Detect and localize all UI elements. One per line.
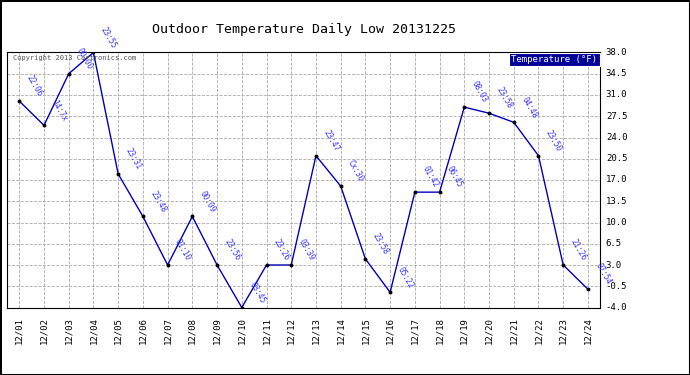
Text: 20.5: 20.5 bbox=[606, 154, 627, 163]
Text: 04:48: 04:48 bbox=[520, 95, 539, 120]
Text: Outdoor Temperature Daily Low 20131225: Outdoor Temperature Daily Low 20131225 bbox=[152, 22, 455, 36]
Text: 23:31: 23:31 bbox=[124, 147, 143, 171]
Text: 00:09: 00:09 bbox=[198, 189, 217, 214]
Point bbox=[14, 98, 25, 104]
Text: Copyright 2013 Cartronics.com: Copyright 2013 Cartronics.com bbox=[13, 55, 136, 61]
Text: 17.0: 17.0 bbox=[606, 176, 627, 184]
Point bbox=[187, 213, 198, 219]
Text: 23:26: 23:26 bbox=[272, 238, 291, 262]
Point bbox=[335, 183, 346, 189]
Text: 03:39: 03:39 bbox=[297, 238, 316, 262]
Text: Cx:30: Cx:30 bbox=[346, 159, 366, 183]
Point bbox=[212, 262, 223, 268]
Point bbox=[39, 122, 50, 128]
Text: 23:47: 23:47 bbox=[322, 128, 341, 153]
Point bbox=[459, 104, 470, 110]
Text: 14:7x: 14:7x bbox=[50, 98, 69, 123]
Text: 6.5: 6.5 bbox=[606, 239, 622, 248]
Point bbox=[360, 256, 371, 262]
Text: 23:58: 23:58 bbox=[495, 86, 514, 110]
Text: -4.0: -4.0 bbox=[606, 303, 627, 312]
Point bbox=[434, 189, 445, 195]
Text: 38.0: 38.0 bbox=[606, 48, 627, 57]
Point bbox=[88, 50, 99, 55]
Point bbox=[409, 189, 420, 195]
Text: 23:48: 23:48 bbox=[148, 189, 168, 214]
Point bbox=[112, 171, 124, 177]
Text: 10.0: 10.0 bbox=[606, 218, 627, 227]
Text: 01:42: 01:42 bbox=[420, 165, 440, 189]
Point bbox=[162, 262, 173, 268]
Point bbox=[384, 290, 395, 296]
Text: -0.5: -0.5 bbox=[606, 282, 627, 291]
Text: 23:50: 23:50 bbox=[544, 128, 564, 153]
Point bbox=[310, 153, 322, 159]
Point bbox=[509, 119, 520, 125]
Text: 24.0: 24.0 bbox=[606, 133, 627, 142]
Point bbox=[558, 262, 569, 268]
Text: 3.0: 3.0 bbox=[606, 261, 622, 270]
Point bbox=[286, 262, 297, 268]
Text: 23:56: 23:56 bbox=[223, 238, 242, 262]
Text: 00:00: 00:00 bbox=[75, 46, 94, 71]
Text: 07:54: 07:54 bbox=[593, 262, 613, 286]
Point bbox=[261, 262, 272, 268]
Text: 22:06: 22:06 bbox=[25, 74, 44, 98]
Text: 05:22: 05:22 bbox=[395, 265, 415, 290]
Point bbox=[582, 286, 593, 292]
Text: 27.5: 27.5 bbox=[606, 112, 627, 121]
Point bbox=[63, 71, 75, 77]
Text: 06:45: 06:45 bbox=[445, 165, 464, 189]
Point bbox=[484, 110, 495, 116]
Text: 23:58: 23:58 bbox=[371, 232, 391, 256]
Text: 08:03: 08:03 bbox=[470, 80, 489, 104]
Point bbox=[137, 213, 148, 219]
Text: 23:55: 23:55 bbox=[99, 25, 119, 50]
Point bbox=[533, 153, 544, 159]
Text: Temperature (°F): Temperature (°F) bbox=[511, 55, 598, 64]
Text: 01:10: 01:10 bbox=[173, 238, 193, 262]
Point bbox=[236, 304, 247, 310]
Text: 34.5: 34.5 bbox=[606, 69, 627, 78]
Text: 31.0: 31.0 bbox=[606, 90, 627, 99]
Text: 13.5: 13.5 bbox=[606, 197, 627, 206]
Text: 03:45: 03:45 bbox=[247, 280, 267, 305]
Text: 21:26: 21:26 bbox=[569, 238, 588, 262]
